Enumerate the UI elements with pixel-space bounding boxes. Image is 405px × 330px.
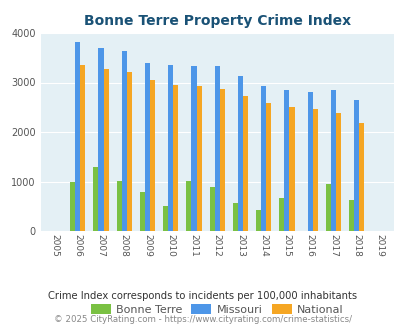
Bar (126, 72, 132, 231)
Bar (348, 200, 353, 231)
Title: Bonne Terre Property Crime Index: Bonne Terre Property Crime Index (83, 14, 350, 28)
Bar (116, 181, 121, 231)
Bar (75, 42, 80, 231)
Bar (307, 92, 312, 231)
Bar (98, 48, 103, 231)
Bar (70, 182, 75, 231)
Bar (289, 107, 294, 231)
Bar (335, 113, 340, 231)
Bar (168, 65, 173, 231)
Bar (325, 184, 330, 231)
Bar (145, 63, 150, 231)
Text: Crime Index corresponds to incidents per 100,000 inhabitants: Crime Index corresponds to incidents per… (48, 291, 357, 301)
Bar (266, 103, 271, 231)
Bar (80, 65, 85, 231)
Bar (191, 66, 196, 231)
Bar (150, 80, 155, 231)
Bar (284, 90, 289, 231)
Bar (330, 90, 335, 231)
Bar (173, 85, 178, 231)
Bar (209, 187, 214, 231)
Legend: Bonne Terre, Missouri, National: Bonne Terre, Missouri, National (86, 300, 347, 319)
Bar (103, 69, 109, 231)
Bar (93, 167, 98, 231)
Bar (260, 86, 266, 231)
Bar (219, 89, 224, 231)
Bar (243, 96, 247, 231)
Bar (163, 206, 168, 231)
Bar (186, 181, 191, 231)
Bar (353, 100, 358, 231)
Bar (237, 76, 243, 231)
Bar (214, 66, 219, 231)
Bar (196, 86, 201, 231)
Bar (358, 123, 363, 231)
Bar (139, 192, 145, 231)
Text: © 2025 CityRating.com - https://www.cityrating.com/crime-statistics/: © 2025 CityRating.com - https://www.city… (54, 315, 351, 324)
Bar (122, 51, 126, 231)
Bar (256, 210, 260, 231)
Bar (232, 203, 237, 231)
Bar (279, 198, 284, 231)
Bar (312, 109, 317, 231)
